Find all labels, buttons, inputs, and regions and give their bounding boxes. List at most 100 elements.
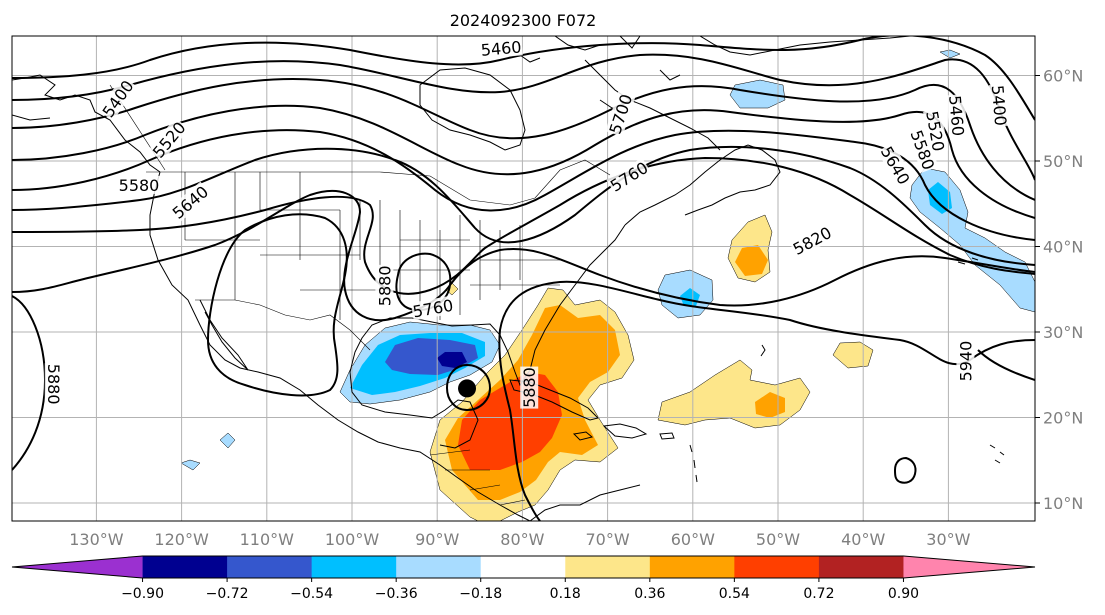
contour-label-mask xyxy=(410,295,456,321)
contour-label-mask xyxy=(98,76,138,121)
cool-anomaly-pacific-2 xyxy=(180,459,201,471)
colorbar-segment xyxy=(649,556,735,578)
us-mexico-border xyxy=(195,299,371,351)
latitude-tick-label: 30°N xyxy=(1043,323,1083,342)
longitude-tick-label: 70°W xyxy=(586,530,630,549)
contour-label-text: 5460 xyxy=(945,95,967,137)
latitude-tick-label: 10°N xyxy=(1043,494,1083,513)
colorbar-segment xyxy=(734,556,820,578)
contour-label-text: 5460 xyxy=(480,37,522,59)
cool-anomaly-gulf-core xyxy=(437,352,467,368)
colorbar-segment xyxy=(311,556,397,578)
cool-anomaly-nw-atlantic-core xyxy=(928,182,952,214)
colorbar-tick-label: −0.36 xyxy=(375,586,418,602)
contour-label: 5880 xyxy=(375,264,394,307)
storm-center-marker xyxy=(458,379,477,398)
contour-label: 5880 xyxy=(520,366,539,409)
aleutians xyxy=(12,114,51,121)
baja-california xyxy=(199,299,249,371)
central-america-borders xyxy=(429,449,526,506)
contour-label-text: 5880 xyxy=(520,367,539,408)
longitude-tick-label: 80°W xyxy=(500,530,544,549)
colorbar-tick-label: 0.72 xyxy=(803,586,834,602)
contour-5400 xyxy=(12,36,1035,121)
colorbar-segment xyxy=(227,556,313,578)
graticule xyxy=(12,36,1035,521)
contour-label-text: 5580 xyxy=(119,176,160,195)
colorbar-tick-label: −0.18 xyxy=(459,586,502,602)
longitude-tick-label: 130°W xyxy=(69,530,124,549)
longitude-tick-label: 60°W xyxy=(671,530,715,549)
colorbar-segment xyxy=(480,556,566,578)
latitude-axis: 60°N 50°N 40°N 30°N 20°N 10°N xyxy=(1035,67,1083,513)
bermuda xyxy=(760,344,766,357)
contour-label: 5880 xyxy=(44,363,63,406)
contour-5940-closed-cell xyxy=(893,456,917,484)
contour-5760-closed-low xyxy=(395,252,452,312)
colorbar-extend-max xyxy=(903,556,1035,578)
north-america-pacific-coast xyxy=(149,171,531,521)
warm-anomaly-atlantic-2-core xyxy=(735,245,768,276)
us-canada-border xyxy=(146,159,611,206)
colorbar-segment xyxy=(396,556,482,578)
puerto-rico xyxy=(659,432,675,440)
yucatan-coast xyxy=(349,371,479,449)
longitude-tick-label: 110°W xyxy=(240,530,295,549)
hispaniola xyxy=(602,423,648,439)
contour-5880-mexico xyxy=(206,213,348,397)
colorbar-tick-label: −0.90 xyxy=(121,586,164,602)
contour-label: 5460 xyxy=(945,93,968,138)
longitude-tick-label: 100°W xyxy=(325,530,380,549)
contour-label-text: 5880 xyxy=(375,265,394,306)
longitude-tick-label: 40°W xyxy=(841,530,885,549)
colorbar-tick-label: −0.54 xyxy=(290,586,333,602)
cape-verde xyxy=(989,444,1005,464)
azores xyxy=(957,257,979,265)
contour-label-mask xyxy=(923,108,949,154)
latitude-tick-label: 20°N xyxy=(1043,409,1083,428)
colorbar-segment xyxy=(142,556,228,578)
south-america-coast xyxy=(529,484,641,521)
colorbar-tick-label: −0.72 xyxy=(206,586,249,602)
contour-5520 xyxy=(12,78,1035,201)
greenland-coast xyxy=(699,36,911,56)
contour-label-mask xyxy=(956,340,975,383)
contour-label-mask xyxy=(375,264,394,307)
colorbar: −0.90 −0.72 −0.54 −0.36 −0.18 0.18 0.36 0.54 0.7… xyxy=(11,555,1036,602)
contour-label-text: 5880 xyxy=(44,364,63,405)
contour-label-mask xyxy=(148,117,190,162)
colorbar-tick-label: 0.36 xyxy=(634,586,665,602)
colorbar-tick-label: 0.18 xyxy=(550,586,581,602)
labrador-coast xyxy=(584,59,721,151)
lesser-antilles xyxy=(689,444,698,483)
cool-anomaly-labrador xyxy=(729,79,786,109)
longitude-tick-label: 50°W xyxy=(756,530,800,549)
longitude-tick-label: 120°W xyxy=(154,530,209,549)
figure-title: 2024092300 F072 xyxy=(450,11,597,30)
cool-anomaly-pacific-1 xyxy=(219,432,236,449)
map-frame xyxy=(11,35,1036,522)
contour-storm-ring xyxy=(445,363,492,412)
colorbar-segment xyxy=(818,556,904,578)
contour-5940 xyxy=(977,349,1035,381)
colorbar-extend-min xyxy=(12,556,143,578)
contour-5700 xyxy=(12,145,1035,266)
contour-label-mask xyxy=(520,366,539,409)
longitude-tick-label: 30°W xyxy=(926,530,970,549)
latitude-tick-label: 40°N xyxy=(1043,238,1083,257)
latitude-tick-label: 50°N xyxy=(1043,152,1083,171)
colorbar-tick-label: 0.54 xyxy=(719,586,750,602)
jamaica xyxy=(572,431,594,441)
contour-label-mask xyxy=(44,363,63,406)
contour-label-mask xyxy=(946,93,968,138)
contour-label: 5400 xyxy=(988,83,1011,128)
longitude-tick-label: 90°W xyxy=(415,530,459,549)
contour-label: 5460 xyxy=(479,37,523,60)
contour-label-mask xyxy=(877,142,914,188)
longitude-axis: 130°W 120°W 110°W 100°W 90°W 80°W 70°W 60°W 50°W… xyxy=(69,530,970,549)
contour-label-mask xyxy=(168,181,212,223)
contour-label-mask xyxy=(988,83,1011,128)
